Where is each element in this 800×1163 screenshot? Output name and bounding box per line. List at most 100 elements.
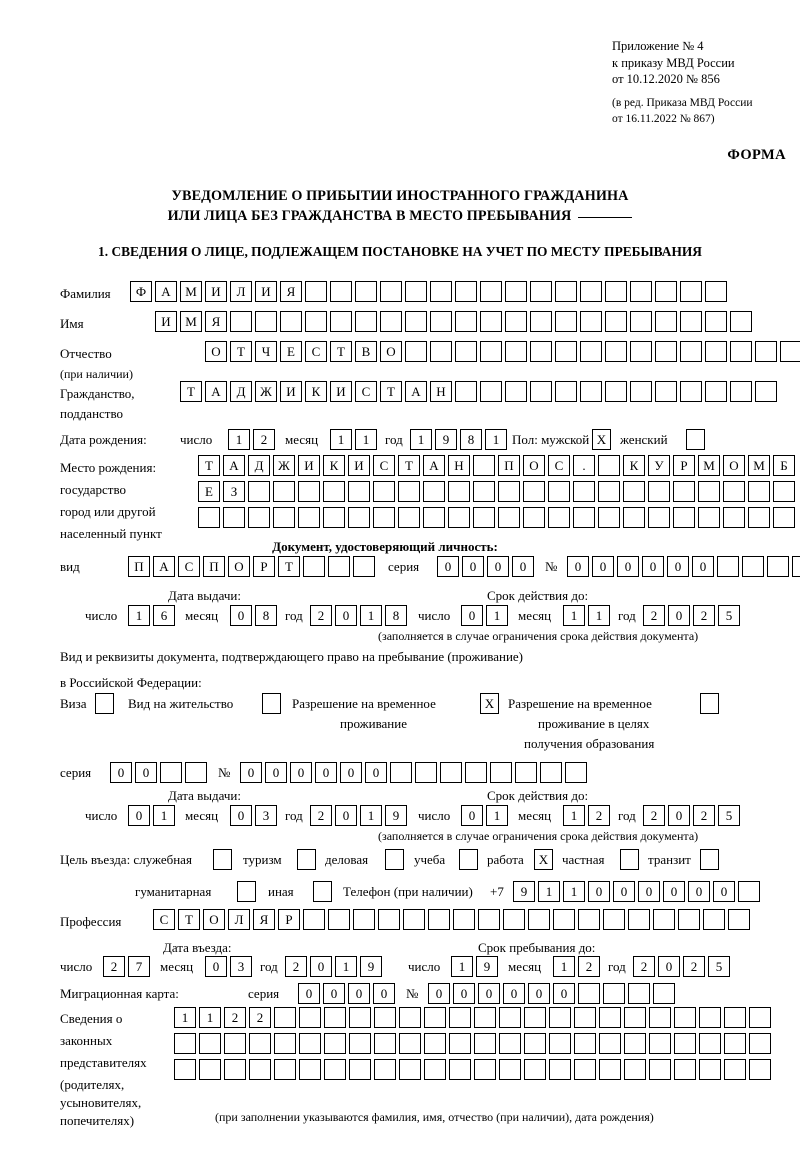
char-cell[interactable]: 5: [718, 805, 740, 826]
char-cell[interactable]: [465, 762, 487, 783]
char-cell[interactable]: [599, 1007, 621, 1028]
char-cell[interactable]: 2: [249, 1007, 271, 1028]
char-cell[interactable]: [440, 762, 462, 783]
char-cell[interactable]: 1: [174, 1007, 196, 1028]
char-cell[interactable]: [603, 909, 625, 930]
char-cell[interactable]: [478, 909, 500, 930]
char-cell[interactable]: 1: [588, 605, 610, 626]
char-cell[interactable]: [528, 909, 550, 930]
char-cell[interactable]: [455, 341, 477, 362]
char-cell[interactable]: [748, 507, 770, 528]
char-cell[interactable]: [498, 481, 520, 502]
char-cell[interactable]: [530, 311, 552, 332]
char-cell[interactable]: 0: [667, 556, 689, 577]
char-cell[interactable]: 3: [255, 805, 277, 826]
char-cell[interactable]: 2: [588, 805, 610, 826]
char-cell[interactable]: [705, 311, 727, 332]
char-cell[interactable]: [355, 281, 377, 302]
char-cell[interactable]: [349, 1033, 371, 1054]
char-cell[interactable]: А: [223, 455, 245, 476]
char-cell[interactable]: [655, 341, 677, 362]
char-cell[interactable]: [780, 341, 800, 362]
char-cell[interactable]: [548, 507, 570, 528]
char-cell[interactable]: [353, 909, 375, 930]
char-cell[interactable]: [674, 1033, 696, 1054]
char-cell[interactable]: С: [355, 381, 377, 402]
char-cell[interactable]: [280, 311, 302, 332]
char-cell[interactable]: [749, 1059, 771, 1080]
char-cell[interactable]: М: [180, 311, 202, 332]
purpose-humanitarian-checkbox[interactable]: [237, 881, 256, 902]
char-cell[interactable]: [705, 341, 727, 362]
char-cell[interactable]: [174, 1059, 196, 1080]
char-cell[interactable]: 2: [693, 605, 715, 626]
char-cell[interactable]: [630, 341, 652, 362]
char-cell[interactable]: 1: [360, 805, 382, 826]
char-cell[interactable]: [548, 481, 570, 502]
char-cell[interactable]: [678, 909, 700, 930]
char-cell[interactable]: 6: [153, 605, 175, 626]
char-cell[interactable]: Я: [253, 909, 275, 930]
residence-permit-checkbox[interactable]: [262, 693, 281, 714]
char-cell[interactable]: 1: [553, 956, 575, 977]
char-cell[interactable]: [299, 1007, 321, 1028]
char-cell[interactable]: Н: [430, 381, 452, 402]
char-cell[interactable]: 0: [617, 556, 639, 577]
char-cell[interactable]: 0: [688, 881, 710, 902]
char-cell[interactable]: 2: [224, 1007, 246, 1028]
char-cell[interactable]: [524, 1033, 546, 1054]
char-cell[interactable]: [598, 507, 620, 528]
char-cell[interactable]: [723, 507, 745, 528]
char-cell[interactable]: [374, 1007, 396, 1028]
char-cell[interactable]: 0: [668, 605, 690, 626]
char-cell[interactable]: 0: [692, 556, 714, 577]
char-cell[interactable]: А: [155, 281, 177, 302]
char-cell[interactable]: 0: [658, 956, 680, 977]
char-cell[interactable]: [699, 1007, 721, 1028]
char-cell[interactable]: [405, 281, 427, 302]
char-cell[interactable]: [724, 1059, 746, 1080]
char-cell[interactable]: 0: [365, 762, 387, 783]
char-cell[interactable]: [553, 909, 575, 930]
char-cell[interactable]: [498, 507, 520, 528]
char-cell[interactable]: [680, 311, 702, 332]
char-cell[interactable]: [398, 481, 420, 502]
char-cell[interactable]: 1: [563, 805, 585, 826]
char-cell[interactable]: А: [153, 556, 175, 577]
char-cell[interactable]: С: [153, 909, 175, 930]
char-cell[interactable]: 0: [437, 556, 459, 577]
char-cell[interactable]: [273, 481, 295, 502]
char-cell[interactable]: О: [723, 455, 745, 476]
char-cell[interactable]: 2: [310, 805, 332, 826]
char-cell[interactable]: [255, 311, 277, 332]
char-cell[interactable]: [580, 341, 602, 362]
char-cell[interactable]: [674, 1007, 696, 1028]
temp-residence-checkbox[interactable]: X: [480, 693, 499, 714]
char-cell[interactable]: Ж: [273, 455, 295, 476]
purpose-tourism-checkbox[interactable]: [297, 849, 316, 870]
char-cell[interactable]: [449, 1059, 471, 1080]
char-cell[interactable]: .: [573, 455, 595, 476]
char-cell[interactable]: 0: [713, 881, 735, 902]
char-cell[interactable]: 0: [478, 983, 500, 1004]
purpose-work-checkbox[interactable]: X: [534, 849, 553, 870]
char-cell[interactable]: [449, 1007, 471, 1028]
char-cell[interactable]: О: [203, 909, 225, 930]
char-cell[interactable]: [628, 909, 650, 930]
char-cell[interactable]: 0: [638, 881, 660, 902]
char-cell[interactable]: [655, 311, 677, 332]
char-cell[interactable]: [380, 281, 402, 302]
char-cell[interactable]: 0: [230, 605, 252, 626]
char-cell[interactable]: [580, 281, 602, 302]
char-cell[interactable]: С: [178, 556, 200, 577]
char-cell[interactable]: 1: [451, 956, 473, 977]
char-cell[interactable]: 0: [110, 762, 132, 783]
char-cell[interactable]: [298, 507, 320, 528]
char-cell[interactable]: 1: [410, 429, 432, 450]
char-cell[interactable]: [630, 311, 652, 332]
char-cell[interactable]: [374, 1033, 396, 1054]
char-cell[interactable]: [515, 762, 537, 783]
char-cell[interactable]: 2: [643, 605, 665, 626]
char-cell[interactable]: [430, 281, 452, 302]
char-cell[interactable]: 1: [128, 605, 150, 626]
